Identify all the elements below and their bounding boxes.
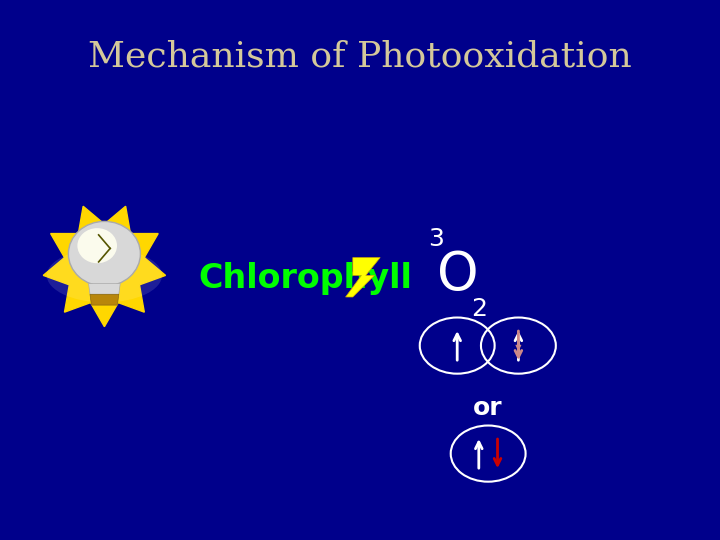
Polygon shape [90,294,119,305]
Polygon shape [89,284,120,294]
Polygon shape [346,258,380,297]
Text: 3: 3 [428,227,444,251]
Text: Chlorophyll: Chlorophyll [198,261,412,295]
Ellipse shape [68,221,140,286]
Text: Mechanism of Photooxidation: Mechanism of Photooxidation [88,40,632,73]
Text: O: O [437,249,479,301]
Ellipse shape [47,248,162,302]
Text: 2: 2 [472,297,487,321]
Ellipse shape [78,228,117,263]
Polygon shape [43,206,166,327]
Text: or: or [473,396,503,420]
